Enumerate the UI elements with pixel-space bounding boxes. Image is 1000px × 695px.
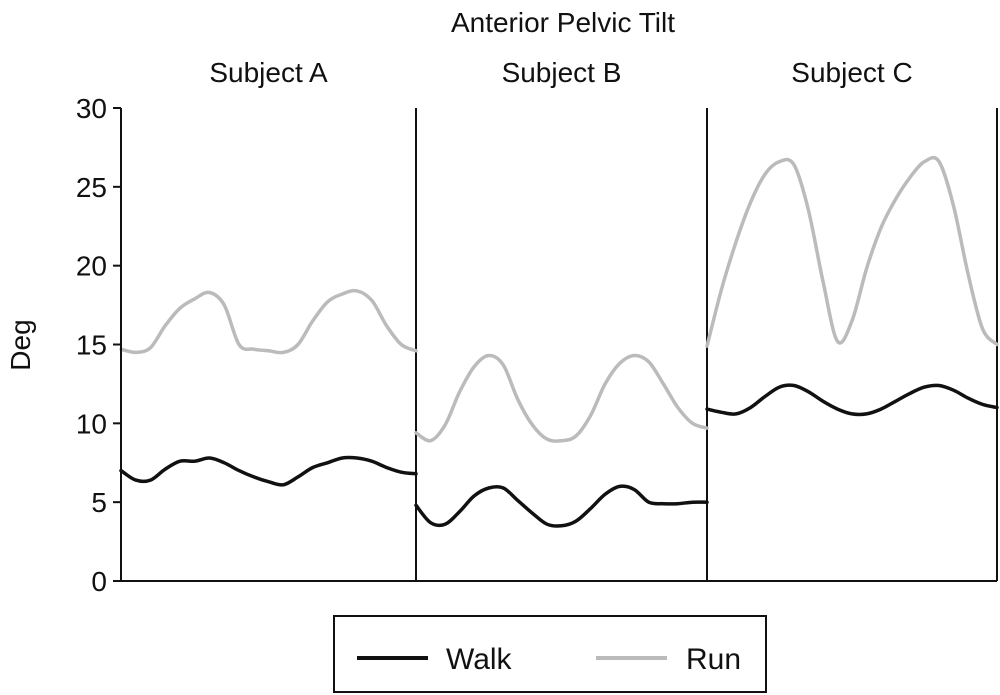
series-line-walk-subject-b: [414, 484, 709, 528]
panel-title: Subject C: [791, 57, 912, 88]
y-tick-label: 30: [76, 93, 107, 124]
y-tick-label: 20: [76, 251, 107, 282]
panel-subject-b: Subject B: [414, 57, 709, 581]
series-line-run-subject-b: [414, 353, 709, 443]
chart-title: Anterior Pelvic Tilt: [451, 7, 675, 38]
series-line-walk-subject-c: [705, 383, 999, 417]
series-line-run-subject-c: [705, 155, 999, 348]
y-tick-label: 15: [76, 330, 107, 361]
y-axis: 0 5 10 15 20 25 30: [76, 93, 997, 597]
y-axis-label: Deg: [5, 319, 36, 370]
y-tick-label: 10: [76, 408, 107, 439]
panel-title: Subject B: [502, 57, 622, 88]
panels-layer: Subject A Subject B Subject C: [119, 57, 999, 581]
series-line-run-subject-a: [119, 288, 418, 355]
series-line-walk-subject-a: [119, 455, 418, 487]
y-tick-label: 0: [91, 566, 107, 597]
legend-walk-label: Walk: [446, 643, 513, 676]
y-tick-label: 5: [91, 487, 107, 518]
panel-subject-c: Subject C: [705, 57, 999, 581]
legend-box: [333, 615, 767, 693]
legend: Walk Run: [333, 615, 767, 693]
panel-subject-a: Subject A: [119, 57, 418, 581]
legend-run-label: Run: [686, 643, 741, 676]
panel-title: Subject A: [209, 57, 328, 88]
y-tick-label: 25: [76, 172, 107, 203]
